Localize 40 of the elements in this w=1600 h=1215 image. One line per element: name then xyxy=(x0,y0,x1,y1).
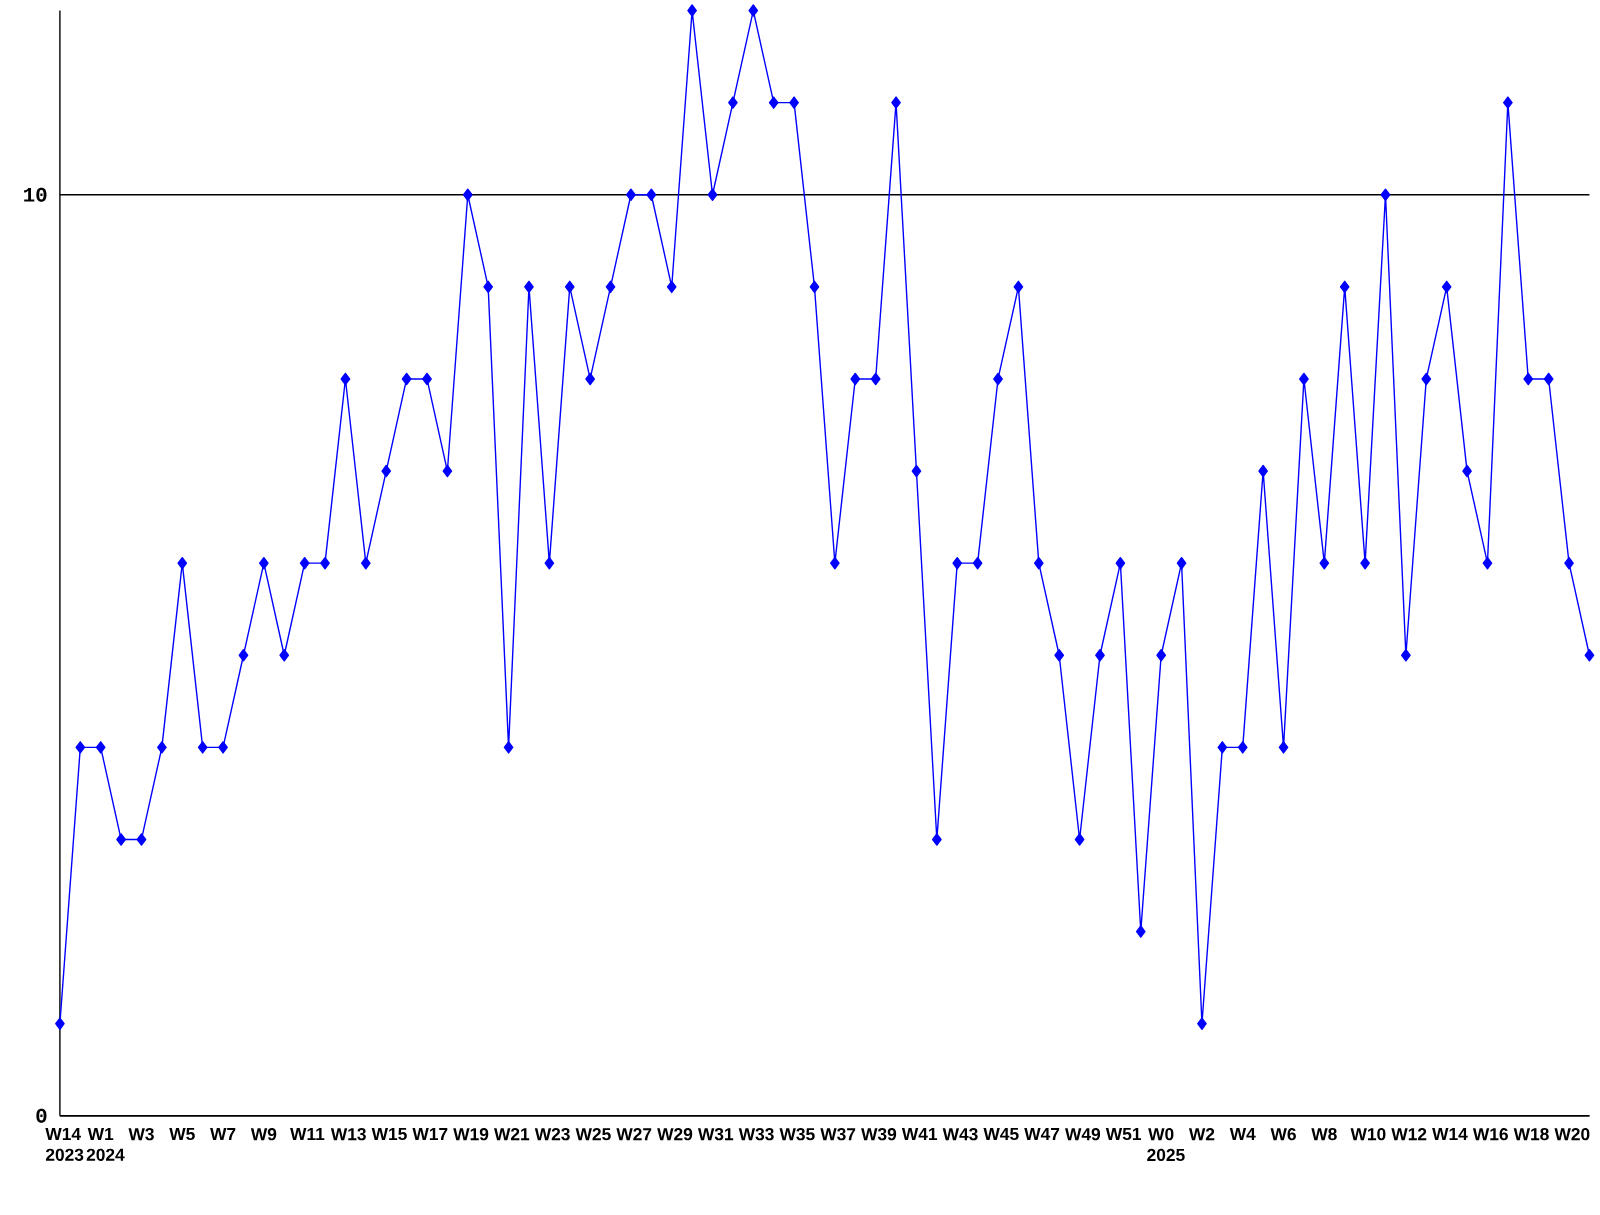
x-tick-label: W31 xyxy=(697,1127,734,1141)
x-tick-label: W23 xyxy=(534,1127,570,1141)
x-tick-label: W8 xyxy=(1311,1127,1337,1141)
x-tick-label: W9 xyxy=(250,1127,277,1141)
x-tick-label: W1 2024 xyxy=(86,1127,125,1161)
x-tick-label: W13 xyxy=(330,1127,366,1141)
x-tick-label: W2 xyxy=(1188,1127,1215,1141)
x-tick-label: W21 xyxy=(494,1127,530,1141)
x-tick-label: W7 xyxy=(210,1127,236,1140)
x-tick-label: W6 xyxy=(1270,1127,1296,1141)
x-tick-label: W0 2025 xyxy=(1147,1127,1185,1162)
x-tick-label: W10 xyxy=(1350,1127,1386,1141)
x-tick-label: W20 xyxy=(1554,1127,1590,1141)
x-tick-label: W41 xyxy=(901,1127,938,1140)
x-tick-label: W18 xyxy=(1513,1127,1549,1141)
y-tick-label: 0 xyxy=(36,1108,47,1123)
x-tick-label: W15 xyxy=(371,1127,407,1141)
x-tick-label: W43 xyxy=(942,1127,978,1141)
x-tick-label: W3 xyxy=(128,1127,154,1141)
x-tick-label: W27 xyxy=(616,1127,652,1141)
x-tick-label: W35 xyxy=(779,1127,815,1141)
x-tick-label: W14 2023 xyxy=(45,1127,84,1161)
x-tick-label: W51 xyxy=(1105,1127,1142,1141)
x-tick-label: W5 xyxy=(169,1127,195,1141)
x-tick-label: W47 xyxy=(1024,1127,1060,1140)
x-tick-label: W39 xyxy=(861,1127,897,1141)
x-tick-label: W19 xyxy=(453,1127,489,1141)
x-tick-label: W4 xyxy=(1229,1127,1256,1140)
x-tick-label: W11 xyxy=(290,1127,325,1140)
x-tick-label: W16 xyxy=(1472,1127,1508,1141)
x-tick-label: W14 xyxy=(1432,1127,1468,1140)
x-tick-label: W25 xyxy=(575,1127,611,1141)
x-tick-label: W45 xyxy=(983,1127,1019,1141)
x-tick-label: W29 xyxy=(657,1127,693,1141)
y-tick-label: 10 xyxy=(24,187,47,202)
x-tick-label: W17 xyxy=(412,1127,448,1140)
x-tick-label: W33 xyxy=(738,1127,774,1141)
x-tick-label: W49 xyxy=(1065,1127,1101,1141)
x-tick-label: W12 xyxy=(1391,1127,1427,1141)
x-tick-label: W37 xyxy=(820,1127,856,1141)
